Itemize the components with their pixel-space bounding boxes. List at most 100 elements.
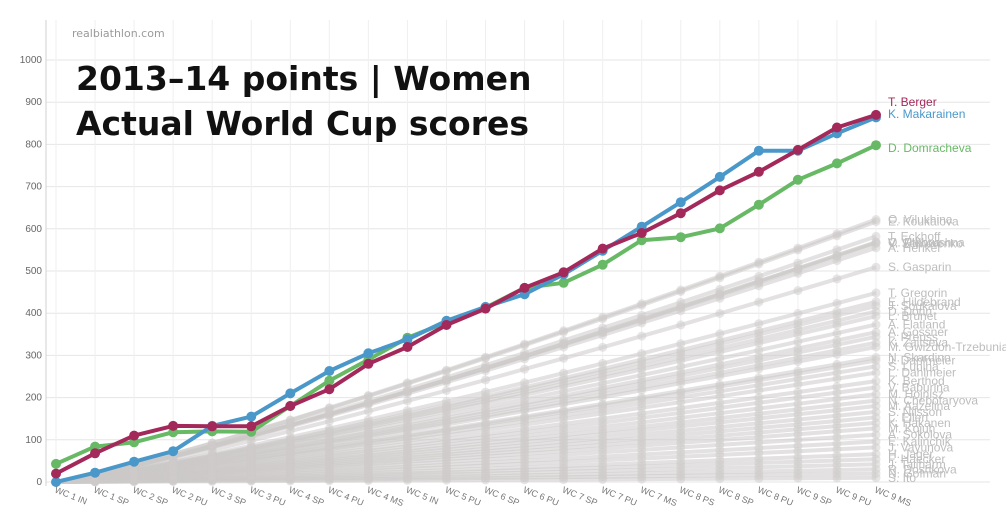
series-label: T. Berger <box>888 95 937 109</box>
background-series-point <box>676 474 686 484</box>
background-series-label: N. Gofman <box>888 467 946 481</box>
series-point <box>753 145 764 156</box>
background-series-label: A. Gossner <box>888 325 948 339</box>
background-series-label: K. Berthod <box>888 374 945 388</box>
background-series-line <box>55 475 877 484</box>
chart-title: 2013–14 points | Women Actual World Cup … <box>76 56 531 146</box>
background-series-point <box>871 342 881 352</box>
background-series-point <box>754 259 764 269</box>
series-point <box>324 384 335 395</box>
series-point <box>792 174 803 185</box>
series-point <box>597 259 608 270</box>
title-line-1: 2013–14 points | Women <box>76 59 532 98</box>
y-tick-label: 0 <box>36 477 42 488</box>
background-series-label: S. Lunina <box>888 359 939 373</box>
series-point <box>714 171 725 182</box>
background-series-point <box>754 297 764 307</box>
x-tick-label: WC 9 PU <box>834 485 873 508</box>
background-series-point <box>832 374 842 384</box>
background-series-point <box>832 473 842 483</box>
background-series-point <box>402 396 412 406</box>
x-tick-label: WC 4 MS <box>366 485 405 509</box>
series-point <box>753 166 764 177</box>
background-series-label: O. Pidhrushna <box>888 235 965 249</box>
series-point <box>441 320 452 330</box>
background-series-point <box>363 400 373 410</box>
background-series-point <box>676 378 686 388</box>
background-series-label: K. Zaitseva <box>888 336 948 350</box>
series-point <box>129 430 140 441</box>
background-series-point <box>129 477 139 487</box>
background-series-point <box>402 475 412 485</box>
background-series-point <box>871 473 881 483</box>
background-series-label: N. Skardino <box>888 351 951 365</box>
y-tick-label: 400 <box>25 308 42 319</box>
background-series-label: A. Sokolova <box>888 428 952 442</box>
x-tick-label: WC 8 PS <box>678 485 716 508</box>
series-point <box>871 140 881 151</box>
background-series-point <box>793 380 803 390</box>
background-series-point <box>246 476 256 486</box>
x-tick-label: WC 7 SP <box>561 485 599 508</box>
series-label: D. Domracheva <box>888 141 972 155</box>
background-series-label: S. Ito <box>888 471 916 485</box>
x-tick-label: WC 5 PU <box>444 485 483 508</box>
series-point <box>51 468 61 479</box>
background-series-label: L. Ellert <box>888 410 929 424</box>
x-tick-label: WC 7 MS <box>639 485 678 509</box>
background-series-label: R. Doshkova <box>888 462 957 476</box>
background-series-point <box>676 339 686 349</box>
background-series-label: M. Kojuh <box>888 421 935 435</box>
background-series-point <box>832 256 842 266</box>
series-point <box>831 158 842 169</box>
y-tick-label: 300 <box>25 350 42 361</box>
background-series-point <box>871 389 881 399</box>
x-tick-label: WC 1 IN <box>53 485 88 507</box>
background-series-point <box>676 287 686 296</box>
background-series-point <box>832 298 842 308</box>
background-series-label: J. Talihärm <box>888 457 946 471</box>
series-point <box>207 421 218 432</box>
background-series-point <box>715 329 725 339</box>
background-series-point <box>793 329 803 339</box>
x-tick-label: WC 3 SP <box>209 485 247 508</box>
background-series-point <box>871 311 881 321</box>
background-series-point <box>90 477 100 487</box>
background-series-point <box>324 476 334 486</box>
background-series-label: S. Gasparin <box>888 260 951 274</box>
series-point <box>402 342 413 352</box>
background-series-point <box>793 286 803 296</box>
background-series-label: A. Henkel <box>888 241 940 255</box>
series-point <box>714 223 725 234</box>
background-series-point <box>285 476 295 486</box>
background-series-point <box>871 288 881 298</box>
x-tick-label: WC 2 PU <box>170 485 209 508</box>
background-series-label: L. Dahlmeier <box>888 366 956 380</box>
background-series-point <box>520 364 530 374</box>
background-series-point <box>871 423 881 433</box>
background-series-point <box>715 309 725 318</box>
background-series-point <box>871 442 881 452</box>
background-series-label: A. Flatland <box>888 318 945 332</box>
x-tick-label: WC 4 PU <box>327 485 366 508</box>
y-tick-label: 600 <box>25 224 42 235</box>
title-line-2: Actual World Cup scores <box>76 104 530 143</box>
series-line <box>55 115 877 484</box>
background-series-point <box>871 320 881 330</box>
background-series-point <box>637 385 647 395</box>
background-series-label: M. Aazelina <box>888 399 950 413</box>
background-series-label: J. Soukalova <box>888 299 957 313</box>
series-point <box>51 458 61 469</box>
background-series-point <box>520 340 530 350</box>
y-tick-label: 700 <box>25 182 42 193</box>
background-series-label: N. Chebotaryova <box>888 394 978 408</box>
background-series-point <box>402 389 412 399</box>
background-series-label: S. Nilsson <box>888 405 942 419</box>
background-series-point <box>832 388 842 398</box>
background-series-label: T. Gregorin <box>888 286 947 300</box>
series-point <box>636 228 647 238</box>
background-series-point <box>715 273 725 283</box>
series-point <box>558 277 569 288</box>
x-tick-label: WC 1 SP <box>92 485 130 508</box>
x-tick-label: WC 7 PU <box>600 485 639 508</box>
